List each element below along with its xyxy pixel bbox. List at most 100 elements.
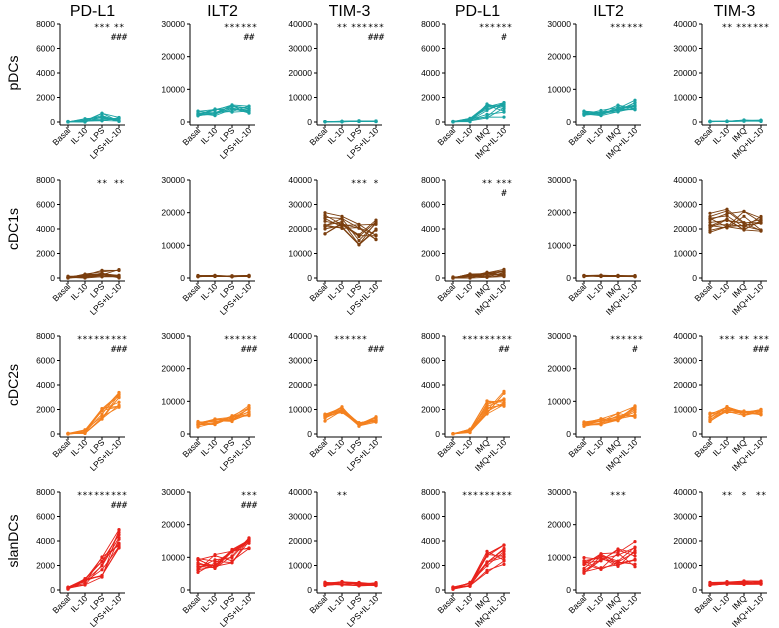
data-point <box>374 227 378 231</box>
data-point <box>582 423 586 427</box>
data-point <box>340 119 344 124</box>
data-point <box>468 274 472 278</box>
y-tick-label: 0 <box>692 273 697 283</box>
significance-label: *** <box>627 23 643 33</box>
data-point <box>616 110 620 114</box>
data-point <box>117 400 121 404</box>
donor-series-line <box>709 210 762 225</box>
significance-label-secondary: # <box>632 345 638 355</box>
data-point <box>451 276 455 280</box>
donor-series-line <box>583 551 636 570</box>
y-tick-label: 10000 <box>673 249 697 259</box>
data-point <box>502 562 506 566</box>
data-point <box>485 103 489 107</box>
significance-label-secondary: # <box>501 189 507 199</box>
data-point <box>100 111 104 115</box>
y-tick-label: 4000 <box>36 380 55 390</box>
donor-series-line <box>324 583 377 587</box>
significance-label: *** <box>610 23 626 33</box>
donor-series-line <box>583 411 636 425</box>
panel: 010000200003000040000BasalIL-10IMQIMQ+IL… <box>673 19 769 161</box>
significance-label: *** <box>368 23 384 33</box>
data-point <box>616 561 620 565</box>
data-point <box>213 419 217 424</box>
column-title: TIM-3 <box>714 3 756 20</box>
donor-series-line <box>67 116 120 123</box>
donor-series-line <box>709 406 762 418</box>
x-tick-label: Basal <box>435 437 457 459</box>
y-tick-label: 0 <box>435 585 440 595</box>
data-point <box>117 403 121 407</box>
data-point <box>323 227 327 231</box>
significance-label: *** <box>334 335 350 345</box>
y-tick-label: 0 <box>435 429 440 439</box>
donor-series-line <box>324 216 377 242</box>
donor-series-line <box>709 210 762 228</box>
data-point <box>616 273 620 277</box>
x-tick-label: IL-10 <box>199 281 220 302</box>
data-point <box>502 554 506 559</box>
y-tick-label: 8000 <box>36 487 55 497</box>
data-point <box>230 556 234 560</box>
y-tick-label: 20000 <box>288 536 312 546</box>
y-tick-label: 30000 <box>161 19 185 29</box>
donor-series-line <box>709 222 762 231</box>
y-tick-label: 30000 <box>161 175 185 185</box>
donor-series-line <box>452 400 505 435</box>
data-point <box>323 419 327 423</box>
y-tick-label: 4000 <box>36 224 55 234</box>
donor-series-line <box>67 274 120 279</box>
donor-series-line <box>583 407 636 423</box>
y-tick-label: 20000 <box>161 364 185 374</box>
donor-series-line <box>197 538 250 564</box>
panel: 02000400060008000BasalIL-10IMQIMQ+IL-10*… <box>421 19 512 161</box>
data-point <box>374 415 378 419</box>
data-point <box>742 225 746 229</box>
significance-label-secondary: ### <box>368 33 385 43</box>
data-point <box>357 226 361 230</box>
significance-label-secondary: ## <box>244 33 255 43</box>
data-point <box>374 119 378 123</box>
y-tick-label: 10000 <box>547 240 571 250</box>
y-tick-label: 4000 <box>36 536 55 546</box>
significance-label: *** <box>496 491 512 501</box>
data-point <box>759 582 763 586</box>
x-tick-label: Basal <box>180 593 202 615</box>
significance-label: *** <box>351 179 367 189</box>
data-point <box>213 114 217 118</box>
x-tick-label: IL-10 <box>711 593 732 614</box>
significance-label: *** <box>351 335 367 345</box>
y-tick-label: 30000 <box>547 331 571 341</box>
data-point <box>708 583 712 587</box>
significance-label: *** <box>241 335 257 345</box>
significance-label: *** <box>241 491 257 501</box>
data-point <box>633 103 637 107</box>
y-tick-label: 40000 <box>673 19 697 29</box>
y-tick-label: 6000 <box>421 44 440 54</box>
data-point <box>340 406 344 410</box>
data-point <box>247 412 251 416</box>
data-point <box>485 552 489 556</box>
y-tick-label: 20000 <box>547 52 571 62</box>
data-point <box>213 558 217 562</box>
panel: 010000200003000040000BasalIL-10LPSLPS+IL… <box>288 19 384 161</box>
column-title: ILT2 <box>207 3 238 20</box>
y-tick-label: 20000 <box>673 68 697 78</box>
data-point <box>633 101 637 105</box>
x-tick-label: Basal <box>180 125 202 147</box>
data-point <box>196 561 200 565</box>
data-point <box>708 214 712 219</box>
data-point <box>213 554 217 558</box>
significance-label: *** <box>753 23 769 33</box>
y-tick-label: 10000 <box>161 84 185 94</box>
y-tick-label: 4000 <box>421 380 440 390</box>
donor-series-line <box>197 275 250 277</box>
data-point <box>725 217 729 222</box>
panel: 010000200003000040000BasalIL-10LPSLPS+IL… <box>288 487 382 628</box>
y-tick-label: 30000 <box>673 44 697 54</box>
data-point <box>616 411 620 416</box>
data-point <box>468 580 472 584</box>
data-point <box>599 552 603 556</box>
